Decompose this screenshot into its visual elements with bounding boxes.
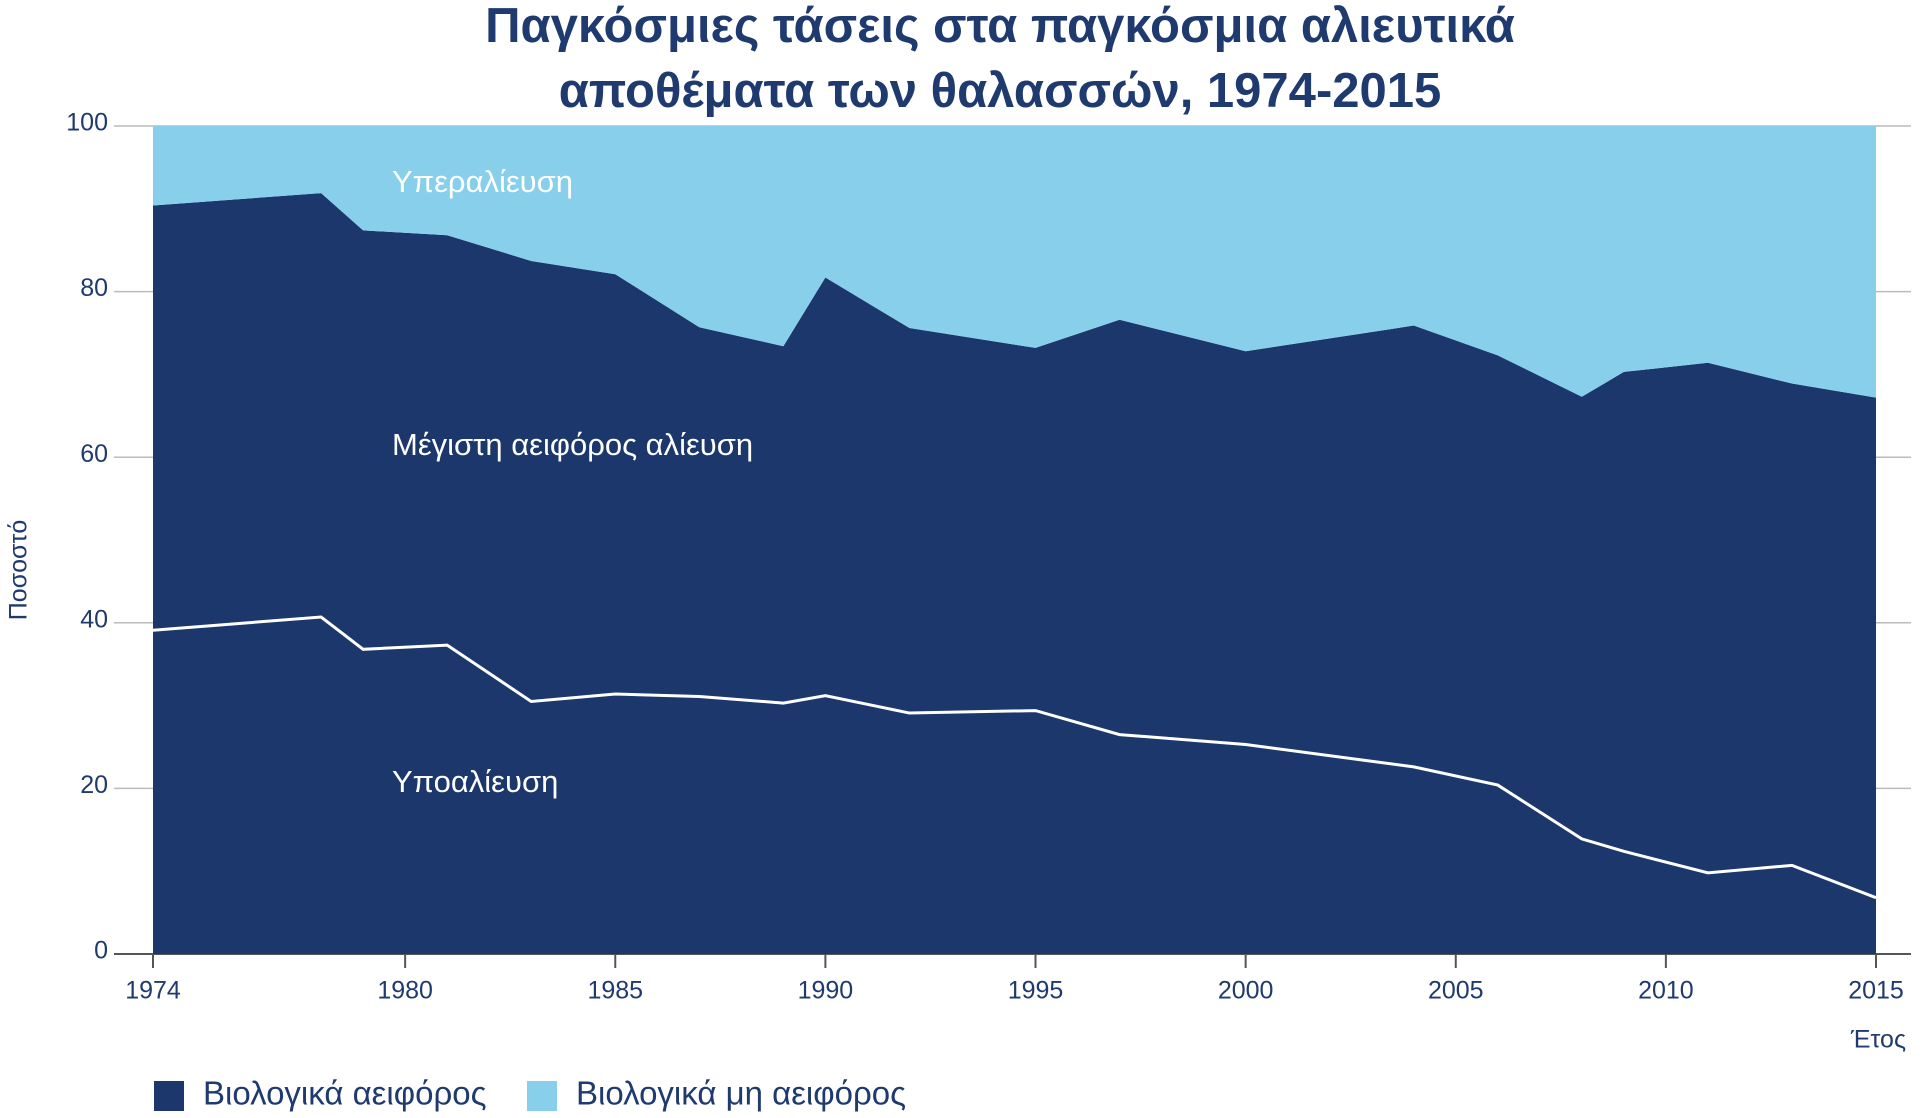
x-tick-label: 2010: [1638, 977, 1694, 1005]
legend-swatch: [154, 1081, 184, 1111]
y-tick-label: 100: [66, 109, 108, 137]
legend-swatch: [527, 1081, 557, 1111]
y-tick-label: 0: [94, 937, 108, 965]
y-tick-label: 20: [80, 771, 108, 799]
x-axis-label: Έτος: [1850, 1026, 1906, 1054]
legend-label: Βιολογικά μη αειφόρος: [576, 1075, 906, 1112]
annotation: Μέγιστη αειφόρος αλίευση: [392, 427, 753, 462]
chart-title: Παγκόσμιες τάσεις στα παγκόσμια αλιευτικ…: [485, 0, 1515, 53]
x-tick-label: 2005: [1428, 977, 1484, 1005]
legend-label: Βιολογικά αειφόρος: [203, 1075, 487, 1112]
x-tick-label: 2000: [1218, 977, 1274, 1005]
x-tick-label: 1974: [125, 977, 181, 1005]
x-tick-label: 1985: [587, 977, 643, 1005]
y-tick-label: 60: [80, 440, 108, 468]
x-tick-label: 1980: [377, 977, 433, 1005]
area: [153, 193, 1876, 954]
y-tick-label: 40: [80, 605, 108, 633]
annotation: Υπεραλίευση: [392, 164, 573, 199]
x-tick-label: 1995: [1008, 977, 1064, 1005]
x-tick-label: 1990: [798, 977, 854, 1005]
y-axis-label: Ποσοστό: [5, 520, 33, 621]
line: [152, 615, 1877, 900]
y-tick-label: 80: [80, 274, 108, 302]
annotation: Υποαλίευση: [392, 764, 558, 799]
x-tick-label: 2015: [1848, 977, 1904, 1005]
chart-title: αποθέματα των θαλασσών, 1974-2015: [559, 64, 1442, 118]
area: [153, 126, 1876, 398]
